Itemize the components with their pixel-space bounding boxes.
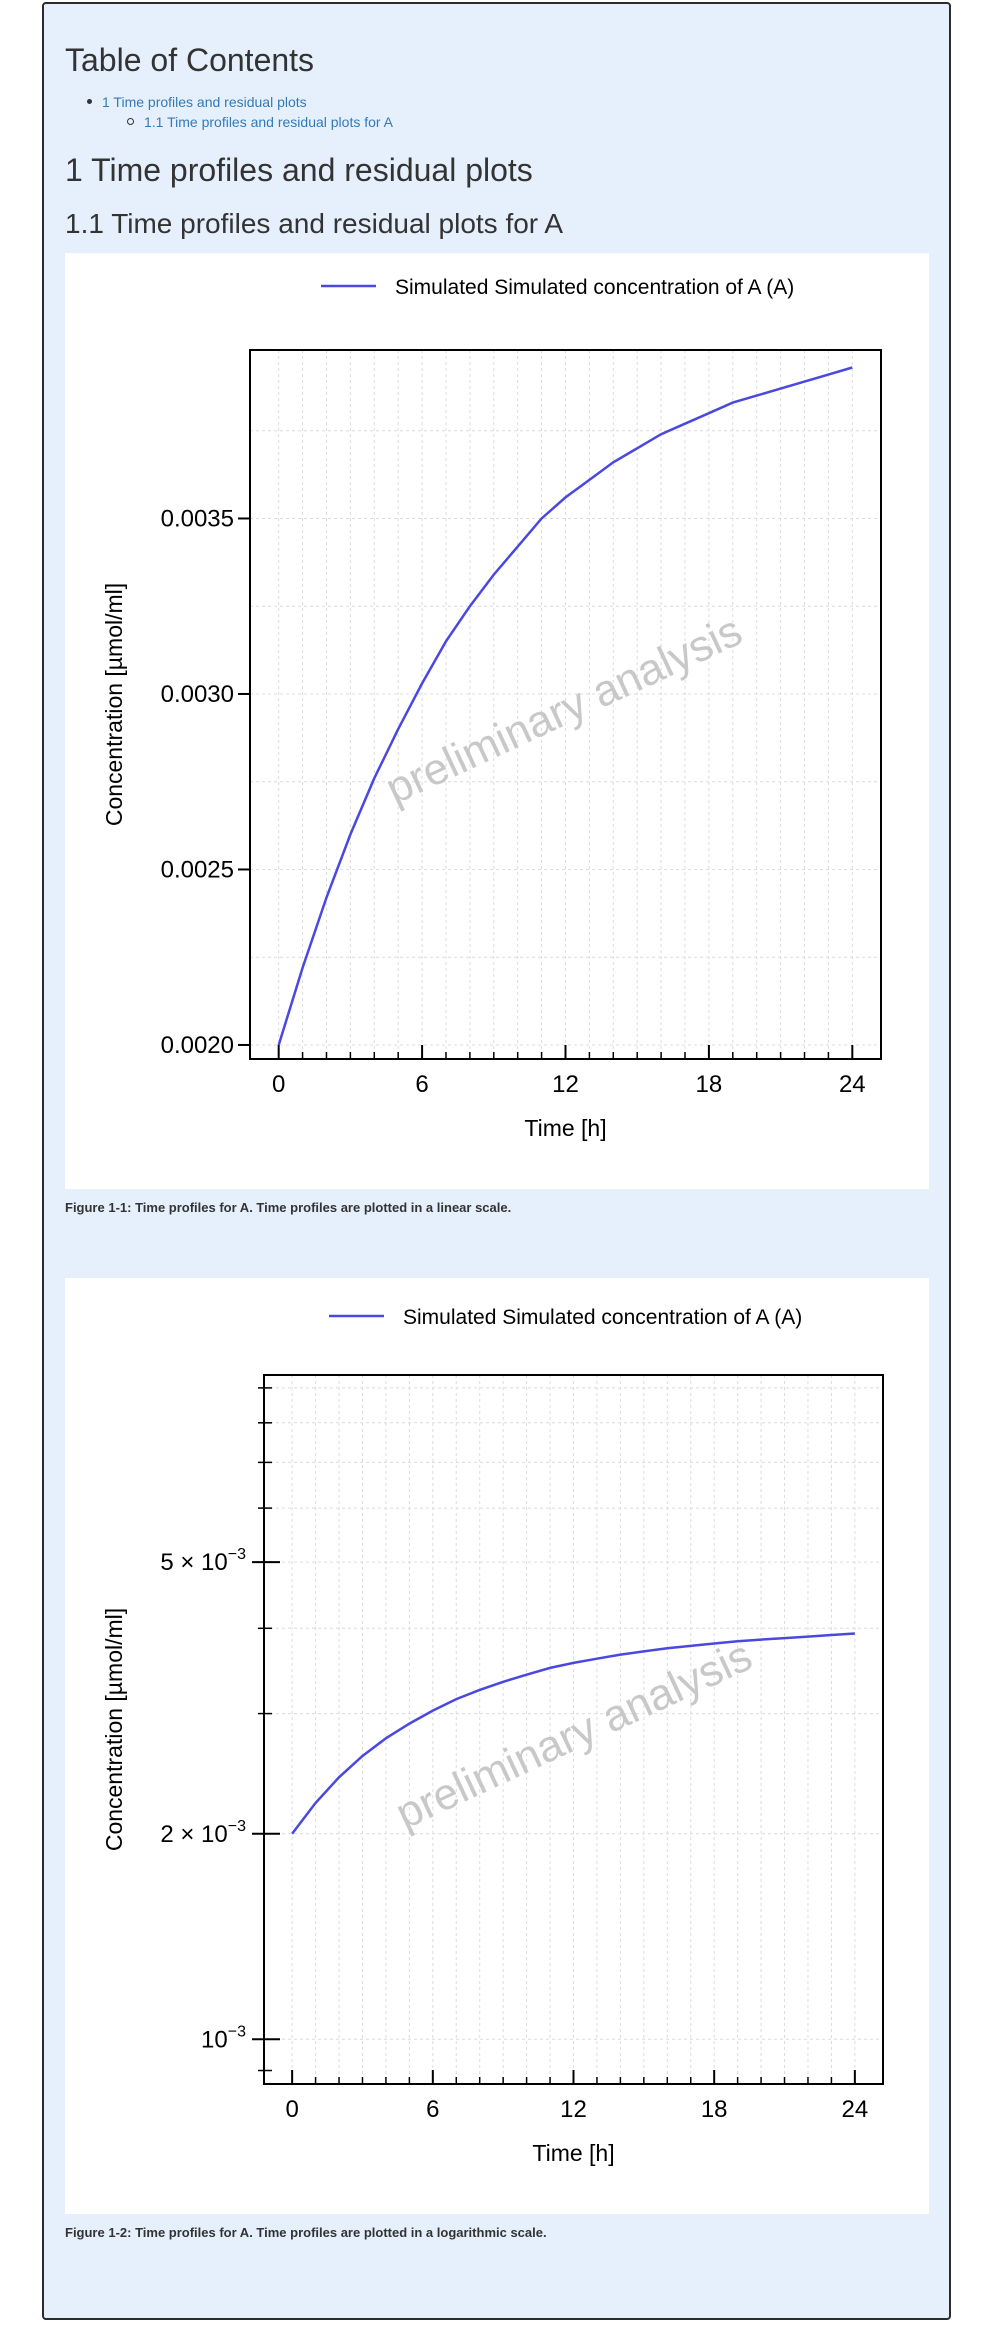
y-axis-title: Concentration [µmol/ml] (101, 583, 127, 826)
log-time-profile-chart: 0 6 12 18 24 10−3 2 × 10−3 5 × 10−3 Time [h] Conc… (101, 1306, 884, 2166)
x-tick-label: 12 (560, 2096, 587, 2123)
circle-bullet-icon (127, 117, 134, 125)
toc-link-section-1-1[interactable]: 1.1 Time profiles and residual plots for… (144, 114, 394, 130)
x-tick-label: 6 (426, 2096, 439, 2123)
figure-panel-linear: 0 6 12 18 24 0.0020 0.0025 0.0030 0.0035 Time [h]… (65, 253, 929, 1189)
legend-label: Simulated Simulated concentration of A (… (403, 1306, 802, 1329)
x-tick-label: 18 (696, 1071, 723, 1098)
y-tick-label: 2 × 10−3 (160, 1818, 246, 1848)
x-tick-label: 0 (285, 2096, 298, 2123)
toc-item-section-1-1: 1.1 Time profiles and residual plots for… (127, 114, 393, 130)
x-tick-label: 24 (839, 1071, 866, 1098)
y-tick-label: 5 × 10−3 (160, 1546, 246, 1576)
figure-caption-linear: Figure 1-1: Time profiles for A. Time pr… (65, 1200, 512, 1215)
linear-time-profile-chart: 0 6 12 18 24 0.0020 0.0025 0.0030 0.0035 Time [h]… (101, 276, 882, 1141)
watermark-text: preliminary analysis (378, 606, 749, 814)
report-page: Table of Contents 1 Time profiles and re… (42, 2, 951, 2320)
x-axis-title: Time [h] (532, 2140, 614, 2166)
x-tick-label: 6 (415, 1071, 428, 1098)
series-line (291, 1632, 855, 1835)
toc-link-section-1[interactable]: 1 Time profiles and residual plots (102, 94, 307, 110)
table-of-contents: 1 Time profiles and residual plots 1.1 T… (65, 94, 393, 130)
y-tick-label: 10−3 (201, 2023, 246, 2053)
y-tick-label: 0.0030 (161, 681, 234, 708)
toc-title: Table of Contents (65, 42, 315, 78)
x-tick-label: 12 (552, 1071, 579, 1098)
subsection-heading: 1.1 Time profiles and residual plots for… (65, 208, 564, 239)
figure-panel-log: 0 6 12 18 24 10−3 2 × 10−3 5 × 10−3 Time [h] Conc… (65, 1278, 929, 2214)
figure-caption-log: Figure 1-2: Time profiles for A. Time pr… (65, 2225, 547, 2240)
y-tick-label: 0.0025 (161, 856, 234, 883)
legend-label: Simulated Simulated concentration of A (… (395, 276, 794, 299)
y-tick-label: 0.0020 (161, 1032, 234, 1059)
toc-item-section-1: 1 Time profiles and residual plots (87, 94, 393, 110)
x-tick-label: 18 (701, 2096, 728, 2123)
series-line (277, 366, 853, 1046)
x-tick-label: 24 (842, 2096, 869, 2123)
x-axis-title: Time [h] (524, 1115, 606, 1141)
bullet-icon (87, 98, 92, 104)
section-heading: 1 Time profiles and residual plots (65, 152, 533, 188)
x-tick-label: 0 (272, 1071, 285, 1098)
y-tick-label: 0.0035 (161, 505, 234, 532)
y-axis-title: Concentration [µmol/ml] (101, 1608, 127, 1851)
